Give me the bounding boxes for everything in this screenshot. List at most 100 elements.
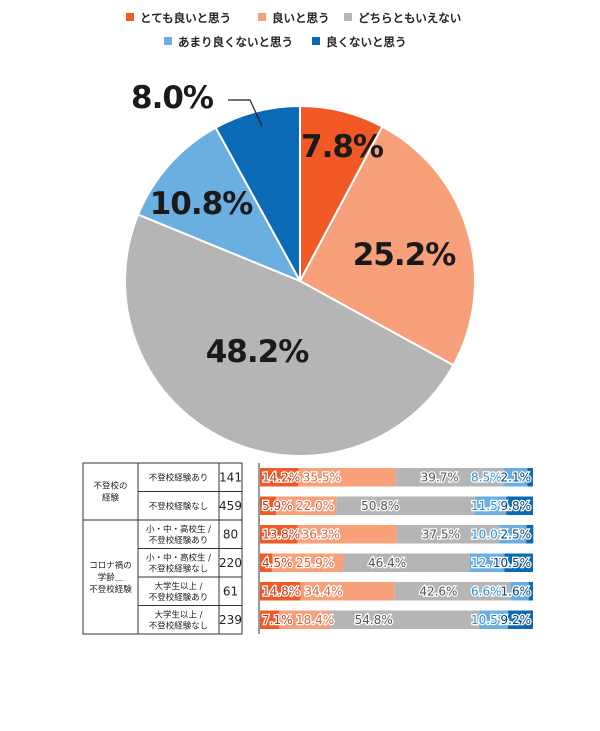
bar-segment-label: 37.5% — [422, 527, 460, 541]
legend-label: 良いと思う — [272, 11, 330, 25]
bar-segment-label: 50.8% — [361, 499, 399, 513]
bar-segment — [507, 610, 533, 629]
table-row-n: 80 — [223, 527, 238, 541]
bar-segment — [396, 525, 500, 544]
bar-segment — [260, 582, 301, 601]
bar-segment — [510, 582, 529, 601]
pie-slice-label: 7.8% — [301, 129, 384, 165]
bar-segment-label: 10.5% — [471, 613, 509, 627]
bar-segment-label: 5.9% — [262, 499, 293, 513]
bar-segment-label: 39.7% — [421, 470, 459, 484]
pie-labels: 7.8% 25.2% 48.2% 10.8% 8.0% — [131, 80, 457, 370]
bar-segment — [260, 610, 280, 629]
pie-slice — [214, 104, 301, 282]
bar-segment — [279, 610, 330, 629]
bar-segment-label: 34.4% — [304, 584, 342, 598]
bar-segment — [474, 496, 507, 515]
bar-segment — [506, 496, 533, 515]
bar-segment-label: 14.2% — [262, 470, 300, 484]
table-row-n: 239 — [219, 613, 242, 627]
bar-segment — [469, 553, 505, 572]
bar-segment-label: 8.5% — [471, 470, 502, 484]
bar-segment-label: 7.1% — [262, 613, 293, 627]
bar-segment — [276, 496, 337, 515]
bar-segment — [297, 525, 397, 544]
bar-segment-label: 4.5% — [262, 556, 293, 570]
pie-slice — [136, 126, 303, 284]
bar-segment — [272, 553, 343, 572]
table-row-label: 大学生以上 /不登校経験なし — [149, 609, 209, 631]
bar-segment-label: 9.8% — [501, 499, 532, 513]
table-row-n: 220 — [219, 556, 242, 570]
bar-segment — [499, 525, 527, 544]
bar-segment-label: 1.6% — [501, 584, 532, 598]
table-row-label: 大学生以上 /不登校経験あり — [149, 581, 209, 603]
bar-segment — [329, 610, 480, 629]
table-group-label: 不登校の経験 — [93, 481, 127, 504]
bar-segment — [527, 468, 533, 487]
bar-segment — [298, 468, 396, 487]
bar-segment-label: 42.6% — [419, 584, 457, 598]
bar-segment-label: 22.0% — [296, 499, 334, 513]
legend-label: 良くないと思う — [326, 35, 407, 49]
bar-segment-label: 18.4% — [296, 613, 334, 627]
legend-label: あまり良くないと思う — [178, 35, 293, 49]
bar-segment-label: 46.4% — [368, 556, 406, 570]
legend-swatch — [258, 13, 266, 21]
bar-segment-label: 54.8% — [355, 613, 393, 627]
pie-slice-label: 48.2% — [206, 334, 309, 370]
bar-segment — [342, 553, 470, 572]
bar-segment — [260, 496, 277, 515]
leader-line — [228, 99, 263, 127]
bar-segment — [300, 582, 395, 601]
bar-segment-label: 2.1% — [501, 470, 532, 484]
bar-segment-label: 9.2% — [501, 613, 532, 627]
bar-segment — [260, 525, 298, 544]
legend-swatch — [126, 13, 134, 21]
bar-segment-label: 13.8% — [262, 527, 300, 541]
stacked-bars: 14.2% 35.5% 39.7% 8.5% 2.1% 5.9% 22.0% 50.8% 11.… — [258, 463, 534, 634]
legend-swatch — [312, 37, 320, 45]
table-row-label: 不登校経験あり — [149, 472, 209, 483]
bar-segment-label: 12.7% — [471, 556, 509, 570]
legend-label: とても良いと思う — [140, 11, 231, 25]
bar-segment — [395, 468, 505, 487]
table-row-label: 小・中・高校生 /不登校経験なし — [146, 552, 211, 574]
pie-slice-label: 25.2% — [353, 237, 456, 273]
pie-slice — [298, 125, 476, 367]
bar-segment — [394, 582, 511, 601]
bar-segment-label: 36.3% — [302, 527, 340, 541]
legend-swatch — [344, 13, 352, 21]
table-row-n: 141 — [219, 470, 242, 484]
bar-segment-label: 2.5% — [501, 527, 532, 541]
pie-slice — [124, 213, 455, 457]
bar-segment — [260, 553, 273, 572]
legend-swatch — [164, 37, 172, 45]
pie-chart — [124, 104, 476, 457]
bar-segment — [504, 468, 528, 487]
bar-segment — [260, 468, 299, 487]
bar-segment-label: 25.9% — [296, 556, 334, 570]
bar-segment — [504, 553, 533, 572]
bar-segment-label: 14.8% — [262, 584, 300, 598]
pie-slice-label: 8.0% — [131, 80, 214, 116]
bar-segment — [479, 610, 508, 629]
table-row-n: 459 — [219, 499, 242, 513]
pie-slice-label: 10.8% — [150, 186, 253, 222]
table-group-label: コロナ禍の学齢＿不登校経験 — [89, 560, 132, 595]
table-row-n: 61 — [223, 584, 238, 598]
bar-segment-label: 10.0% — [471, 527, 509, 541]
table-row-label: 不登校経験なし — [149, 501, 209, 512]
bar-segment-label: 11.5% — [471, 499, 509, 513]
bar-segment — [526, 525, 534, 544]
bar-segment — [336, 496, 475, 515]
bar-segment — [528, 582, 533, 601]
legend-label: どちらともいえない — [358, 11, 461, 25]
bar-segment-label: 6.6% — [471, 584, 502, 598]
table-row-label: 小・中・高校生 /不登校経験あり — [146, 524, 211, 546]
bar-segment-label: 35.5% — [303, 470, 341, 484]
bar-segment-label: 10.5% — [493, 556, 531, 570]
